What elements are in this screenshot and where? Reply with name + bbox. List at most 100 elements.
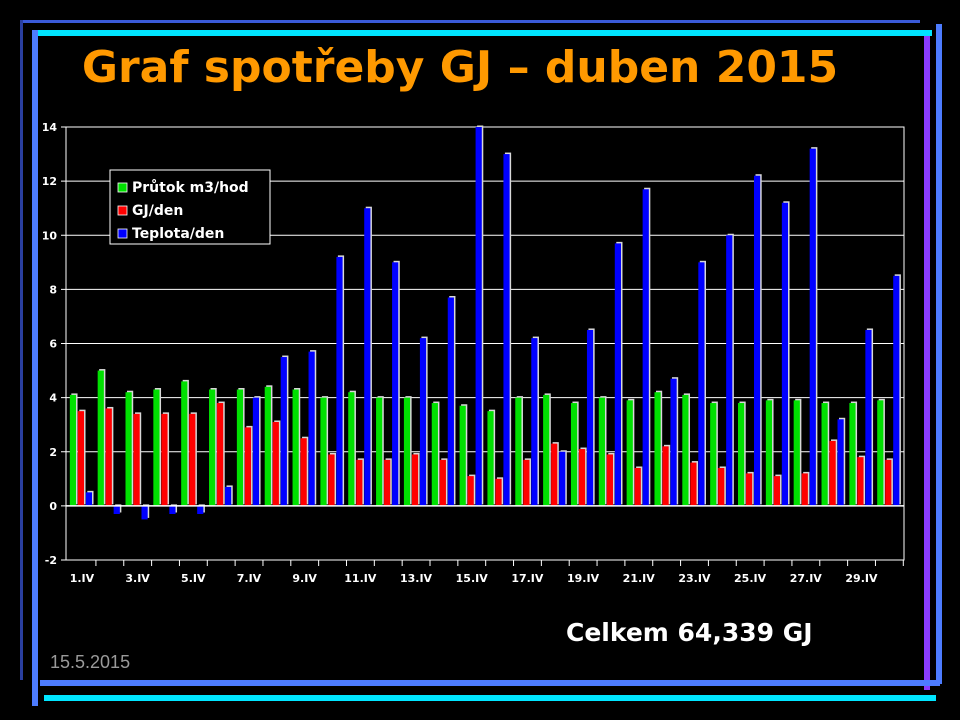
bar-2-28 [865,329,872,506]
bar-1-20 [634,467,641,506]
y-tick-label: 6 [49,338,57,351]
legend-box [109,169,271,245]
bar-0-4 [181,381,188,506]
legend-label: GJ/den [132,203,183,219]
total-consumption: Celkem 64,339 GJ [566,618,813,647]
bar-1-0 [77,411,85,506]
frame-left-blue [32,30,38,706]
bar-1-8 [300,438,307,506]
legend-label: Teplota/den [132,226,224,242]
bar-2-13 [447,297,454,506]
bar-1-15 [495,478,502,506]
bar-2-3 [169,505,176,514]
bar-2-10 [364,208,371,506]
bar-2-18 [586,329,594,506]
legend-swatch [117,228,128,239]
bar-0-10 [348,392,355,506]
bar-2-11 [392,262,399,506]
bar-0-0 [69,394,77,506]
x-tick-label: 1.IV [70,572,95,585]
bar-2-16 [531,338,538,506]
bar-0-24 [737,403,745,506]
slide-date: 15.5.2015 [50,652,131,672]
bar-0-25 [765,400,773,506]
frame-right-blue [936,24,942,684]
bar-2-1 [113,505,120,514]
x-tick-label: 9.IV [292,572,317,585]
y-tick-label: -2 [45,554,57,567]
bar-2-7 [280,357,287,506]
frame-top-blue [20,20,920,23]
x-tick-label: 5.IV [181,572,206,585]
bar-2-2 [141,505,148,520]
bar-0-6 [236,389,244,506]
bar-0-23 [710,403,717,506]
bar-2-6 [252,397,260,506]
bar-1-5 [217,403,224,506]
bar-0-27 [821,403,828,506]
bar-1-2 [133,413,140,506]
bar-2-22 [698,262,705,506]
y-tick-label: 0 [49,500,57,513]
y-tick-label: 4 [49,392,57,405]
bar-0-7 [264,386,271,506]
axis-layer: -2 0 2 4 6 8 10 12 14 1.IV 3.IV 5.IV 7.IV 9.IV 11.IV 13… [42,121,904,585]
x-tick-label: 21.IV [623,572,656,585]
x-tick-label: 15.IV [456,572,489,585]
bar-1-10 [356,459,363,506]
bar-1-7 [272,421,279,506]
x-tick-label: 19.IV [567,572,600,585]
x-tick-label: 7.IV [237,572,262,585]
bar-0-26 [793,400,800,506]
bar-1-12 [411,454,419,506]
bar-1-27 [829,440,836,506]
bar-2-27 [837,419,844,506]
frame-left-dark [20,20,23,680]
bar-0-1 [97,370,104,506]
bar-2-17 [559,451,566,506]
bar-1-6 [244,427,252,506]
bar-1-25 [773,476,781,506]
bar-1-3 [161,413,168,506]
bar-1-17 [551,443,558,506]
bar-0-5 [209,389,216,506]
bar-0-12 [403,397,411,506]
bar-1-28 [857,457,864,506]
bar-1-4 [189,413,196,506]
bar-0-2 [125,392,132,506]
bar-1-19 [606,454,613,506]
bar-2-4 [197,505,204,514]
frame-bottom-blue [40,680,940,686]
bar-2-25 [781,202,789,506]
bar-1-24 [745,473,753,506]
x-tick-label: 3.IV [125,572,150,585]
frame-top-cyan [32,30,932,36]
y-tick-label: 12 [42,175,57,188]
bars-layer [69,125,901,520]
bar-1-1 [105,408,112,506]
bar-1-22 [690,462,697,506]
bar-0-11 [376,397,383,506]
y-tick-label: 2 [49,446,57,459]
bar-2-23 [726,235,733,506]
frame-bottom-cyan [44,695,936,701]
bar-1-26 [801,473,808,506]
y-tick-label: 10 [42,229,58,242]
bar-0-16 [515,397,522,506]
legend-label: Průtok m3/hod [132,179,249,196]
frame-right-violet [924,36,930,690]
bar-2-5 [225,486,232,506]
bar-1-11 [384,459,391,506]
bar-2-9 [336,256,343,506]
bar-0-20 [626,400,633,506]
bar-2-20 [642,189,649,506]
x-tick-label: 23.IV [678,572,711,585]
bar-0-22 [682,394,689,506]
x-tick-label: 11.IV [344,572,377,585]
bar-0-19 [598,397,605,506]
bar-1-9 [328,454,335,506]
bar-2-19 [614,243,621,506]
bar-0-13 [431,403,438,506]
bar-1-18 [578,449,586,506]
bar-2-12 [419,338,427,506]
